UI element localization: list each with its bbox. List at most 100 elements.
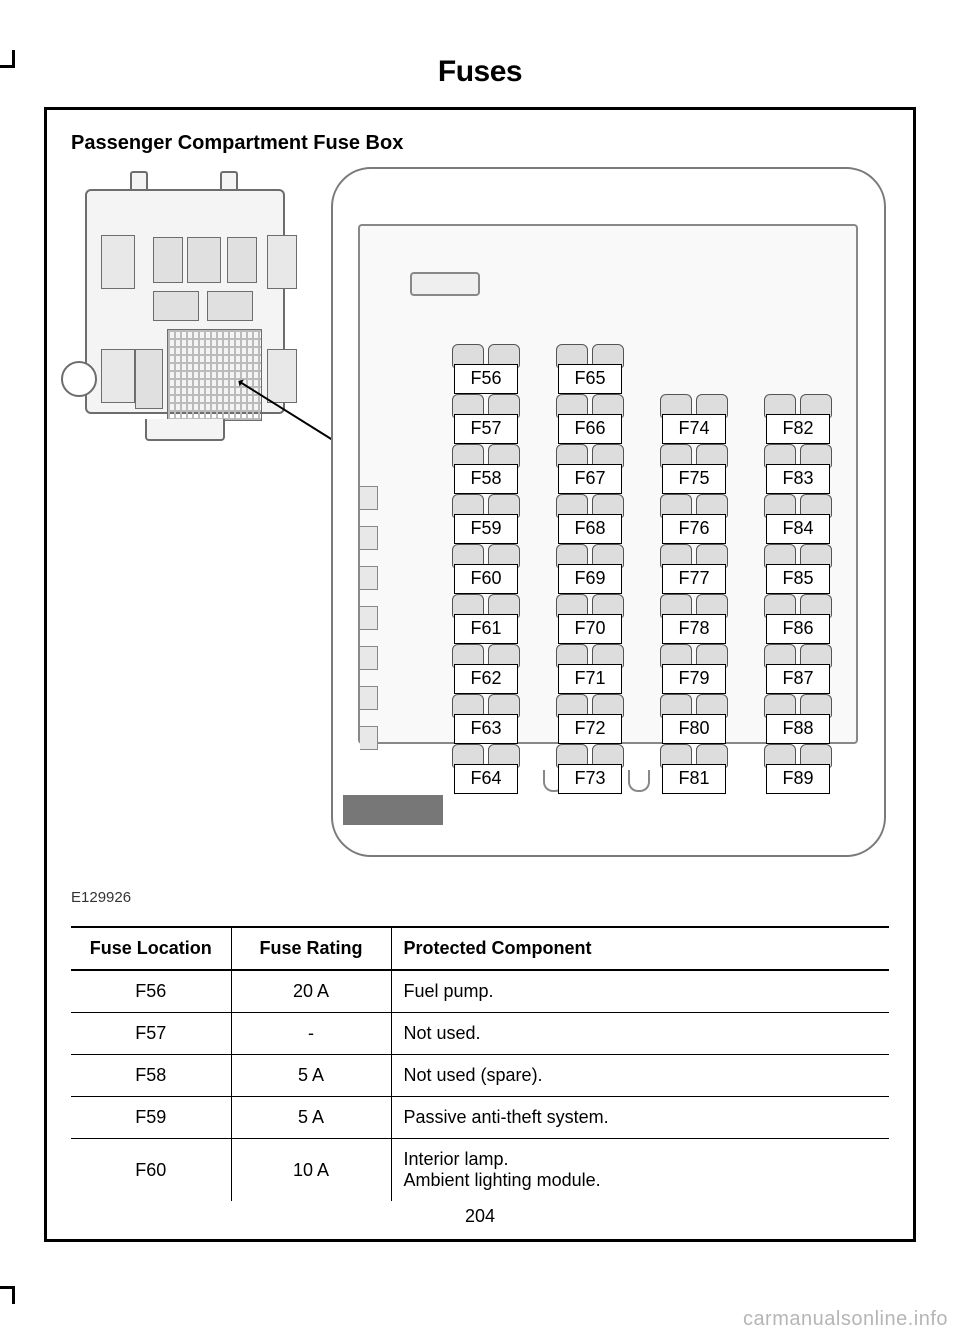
fuse-slot: F56 [440, 344, 532, 394]
cell-rating: 20 A [231, 970, 391, 1013]
fuse-label: F69 [558, 564, 622, 594]
fuse-label: F81 [662, 764, 726, 794]
fuse-slot: F69 [544, 544, 636, 594]
fuse-slot: F65 [544, 344, 636, 394]
cell-component: Not used. [391, 1013, 889, 1055]
fuse-slot: F62 [440, 644, 532, 694]
table-row: F6010 AInterior lamp.Ambient lighting mo… [71, 1139, 889, 1202]
fuse-label: F72 [558, 714, 622, 744]
fuse-label: F61 [454, 614, 518, 644]
fuse-slot: F57 [440, 394, 532, 444]
fuse-slot: F60 [440, 544, 532, 594]
fuse-slot: F76 [648, 494, 740, 544]
chapter-title: Fuses [44, 0, 916, 107]
fuse-label: F71 [558, 664, 622, 694]
cell-component: Passive anti-theft system. [391, 1097, 889, 1139]
fuse-slot: F77 [648, 544, 740, 594]
table-header-rating: Fuse Rating [231, 927, 391, 970]
fuse-slot: F84 [752, 494, 844, 544]
fuse-label: F59 [454, 514, 518, 544]
fuse-slot: F61 [440, 594, 532, 644]
page: Fuses Passenger Compartment Fuse Box [44, 0, 916, 1242]
fuse-slot: F68 [544, 494, 636, 544]
fuse-slot: F78 [648, 594, 740, 644]
fuse-panel-large-illustration: F56 F57 F58 F59 F60 F61 F62 F63 F64 F65 F66 F67 F68 F… [331, 167, 886, 857]
fuse-slot: F66 [544, 394, 636, 444]
fuse-label: F88 [766, 714, 830, 744]
table-row: F5620 AFuel pump. [71, 970, 889, 1013]
cell-location: F60 [71, 1139, 231, 1202]
fuse-slot: F74 [648, 394, 740, 444]
table-header-component: Protected Component [391, 927, 889, 970]
fuse-label: F62 [454, 664, 518, 694]
fuse-slot: F79 [648, 644, 740, 694]
fuse-slot: F82 [752, 394, 844, 444]
fuse-slot: F83 [752, 444, 844, 494]
watermark: carmanualsonline.info [743, 1308, 948, 1331]
table-row: F595 APassive anti-theft system. [71, 1097, 889, 1139]
table-header-location: Fuse Location [71, 927, 231, 970]
fuse-slot: F89 [752, 744, 844, 794]
table-row: F585 ANot used (spare). [71, 1055, 889, 1097]
fuse-slot: F75 [648, 444, 740, 494]
fuse-label: F57 [454, 414, 518, 444]
fuse-label: F73 [558, 764, 622, 794]
fuse-slot: F58 [440, 444, 532, 494]
cell-location: F59 [71, 1097, 231, 1139]
fuse-label: F76 [662, 514, 726, 544]
fuse-slot: F85 [752, 544, 844, 594]
cell-component: Not used (spare). [391, 1055, 889, 1097]
fuse-label: F60 [454, 564, 518, 594]
fuse-label: F68 [558, 514, 622, 544]
fuse-label: F64 [454, 764, 518, 794]
fuse-label: F80 [662, 714, 726, 744]
fuse-slot: F70 [544, 594, 636, 644]
fuse-label: F58 [454, 464, 518, 494]
fuse-slot: F71 [544, 644, 636, 694]
cell-location: F57 [71, 1013, 231, 1055]
fuse-label: F75 [662, 464, 726, 494]
table-row: F57-Not used. [71, 1013, 889, 1055]
fuse-label: F85 [766, 564, 830, 594]
cell-location: F56 [71, 970, 231, 1013]
page-number: 204 [47, 1206, 913, 1227]
fuse-slot: F86 [752, 594, 844, 644]
fuse-label: F65 [558, 364, 622, 394]
fuse-slot: F64 [440, 744, 532, 794]
content-frame: Passenger Compartment Fuse Box [44, 107, 916, 1242]
fuse-label: F84 [766, 514, 830, 544]
diagram-id: E129926 [71, 889, 889, 906]
crop-mark [0, 1286, 15, 1289]
fuse-diagram: F56 F57 F58 F59 F60 F61 F62 F63 F64 F65 F66 F67 F68 F… [71, 167, 889, 887]
cell-rating: 5 A [231, 1097, 391, 1139]
fuse-label: F63 [454, 714, 518, 744]
fuse-label: F56 [454, 364, 518, 394]
fuse-label: F70 [558, 614, 622, 644]
cell-rating: 5 A [231, 1055, 391, 1097]
fuse-label: F89 [766, 764, 830, 794]
fuse-table: Fuse Location Fuse Rating Protected Comp… [71, 926, 889, 1201]
fuse-label: F77 [662, 564, 726, 594]
fuse-slot: F80 [648, 694, 740, 744]
fuse-label: F67 [558, 464, 622, 494]
cell-rating: 10 A [231, 1139, 391, 1202]
section-heading: Passenger Compartment Fuse Box [71, 132, 889, 155]
fuse-slot: F63 [440, 694, 532, 744]
fuse-slot: F88 [752, 694, 844, 744]
fuse-label: F74 [662, 414, 726, 444]
fuse-label: F78 [662, 614, 726, 644]
fuse-label: F82 [766, 414, 830, 444]
fuse-slot: F72 [544, 694, 636, 744]
fuse-slot: F87 [752, 644, 844, 694]
fuse-slot: F67 [544, 444, 636, 494]
cell-component: Fuel pump. [391, 970, 889, 1013]
fuse-slot: F81 [648, 744, 740, 794]
cell-component: Interior lamp.Ambient lighting module. [391, 1139, 889, 1202]
fuse-box-small-illustration [75, 171, 300, 441]
fuse-label: F66 [558, 414, 622, 444]
fuse-label: F83 [766, 464, 830, 494]
fuse-label: F86 [766, 614, 830, 644]
cell-rating: - [231, 1013, 391, 1055]
cell-location: F58 [71, 1055, 231, 1097]
fuse-label: F79 [662, 664, 726, 694]
